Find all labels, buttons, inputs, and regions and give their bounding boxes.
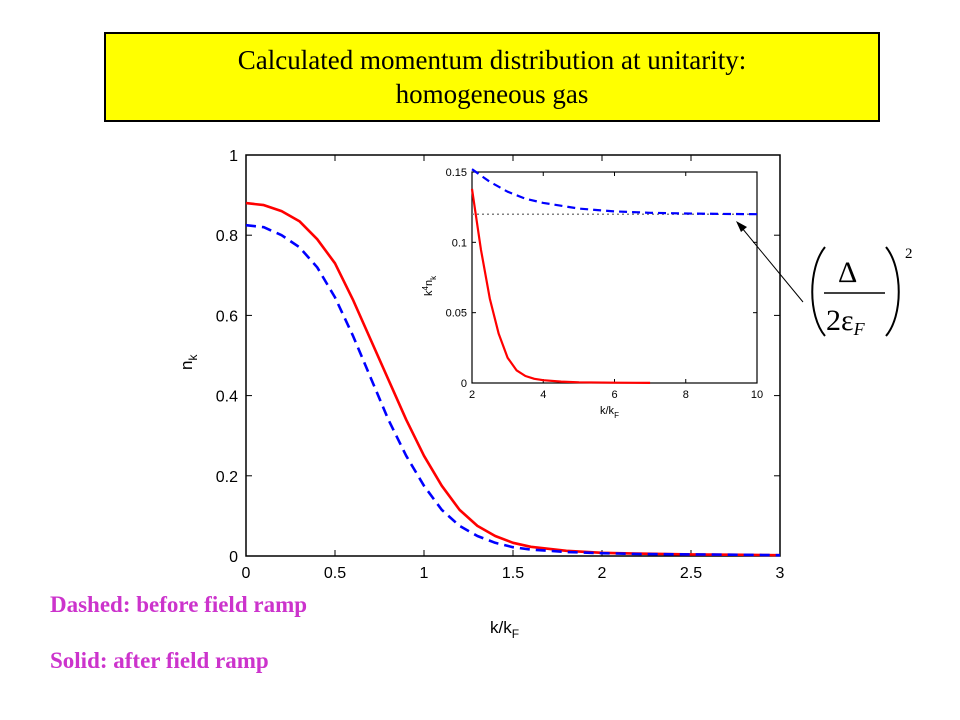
formula: Δ 2εF 2 <box>811 246 913 339</box>
main-xtick-label-0: 0 <box>242 565 251 582</box>
main-xtick-label-1: 0.5 <box>324 565 346 582</box>
main-series-dashed-line <box>245 223 781 557</box>
legend-dashed: Dashed: before field ramp <box>50 592 308 617</box>
main-xtick-label-6: 3 <box>776 565 785 582</box>
main-ytick-label-4: 0.8 <box>216 228 238 245</box>
main-xtick-label-4: 2 <box>598 565 607 582</box>
formula-numerator: Δ <box>838 256 857 289</box>
main-xtick-label-5: 2.5 <box>680 565 702 582</box>
inset-ytick-label-2: 0.1 <box>452 237 467 249</box>
main-xtick-label-2: 1 <box>420 565 429 582</box>
formula-denominator: 2εF <box>826 304 866 339</box>
inset-xtick-label-2: 6 <box>611 389 617 401</box>
title-line-1: Calculated momentum distribution at unit… <box>237 45 747 75</box>
formula-right-paren <box>885 246 900 337</box>
legend-solid: Solid: after field ramp <box>50 648 269 673</box>
main-ylabel: nk <box>177 354 200 370</box>
inset-xtick-label-3: 8 <box>683 389 689 401</box>
inset-ytick-label-3: 0.15 <box>446 167 467 179</box>
main-ytick-label-1: 0.2 <box>216 469 238 486</box>
main-series-solid-line <box>245 201 781 557</box>
main-ticks: 0 0.5 1 1.5 2 2.5 3 0 0.2 0.4 0.6 0.8 1 <box>216 148 785 582</box>
main-xlabel: k/kF <box>490 618 519 641</box>
inset-xtick-label-1: 4 <box>540 389 546 401</box>
inset-xtick-label-4: 10 <box>751 389 763 401</box>
inset-series-dashed-line <box>471 168 758 216</box>
title-box: Calculated momentum distribution at unit… <box>104 32 880 122</box>
inset-ytick-label-0: 0 <box>461 378 467 390</box>
inset-xtick-label-0: 2 <box>469 389 475 401</box>
main-ytick-label-5: 1 <box>229 148 238 165</box>
inset-ytick-label-1: 0.05 <box>446 308 467 320</box>
annotation-arrow <box>741 227 804 303</box>
main-ytick-label-0: 0 <box>229 549 238 566</box>
title-line-2: homogeneous gas <box>395 79 589 109</box>
arrow-head <box>736 221 747 232</box>
formula-left-paren <box>811 246 826 337</box>
inset-series-solid-line <box>470 188 651 384</box>
formula-exponent: 2 <box>905 246 913 262</box>
inset-background <box>472 172 757 383</box>
main-ytick-label-2: 0.4 <box>216 389 238 406</box>
main-ytick-label-3: 0.6 <box>216 308 238 325</box>
main-xtick-label-3: 1.5 <box>502 565 524 582</box>
inset-xlabel: k/kF <box>600 405 619 420</box>
inset-series <box>470 168 758 384</box>
inset-ticks: 2 4 6 8 10 0 0.05 0.1 0.15 <box>446 167 764 401</box>
inset-ylabel: k4nk <box>421 275 438 296</box>
main-series <box>245 201 781 557</box>
